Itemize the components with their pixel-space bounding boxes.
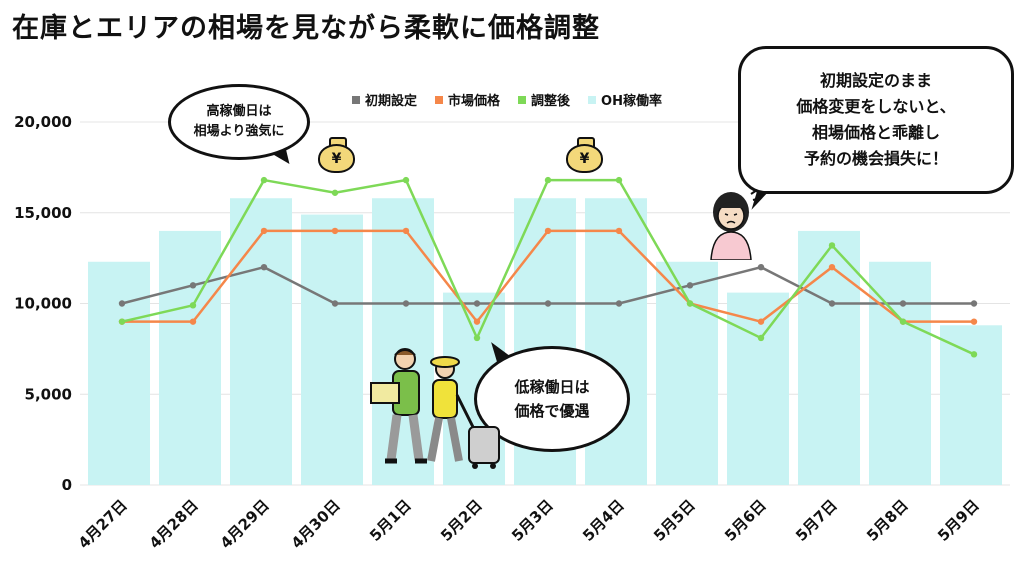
- data-point: [615, 227, 623, 235]
- speech-bubble-high-demand: 高稼働日は 相場より強気に: [168, 84, 310, 160]
- legend-swatch-adjusted: [518, 95, 527, 104]
- y-tick-label: 10,000: [14, 295, 72, 313]
- data-point: [899, 300, 907, 307]
- y-tick-label: 20,000: [14, 113, 72, 131]
- x-tick-label: 5月2日: [437, 496, 486, 545]
- data-point: [970, 300, 978, 307]
- data-point: [118, 318, 126, 325]
- legend-label-adjusted: 調整後: [531, 94, 571, 109]
- legend-swatch-occupancy: [588, 95, 597, 104]
- bar: [798, 230, 860, 485]
- data-point: [402, 176, 410, 184]
- data-point: [189, 302, 197, 309]
- legend-item-adjusted: 調整後: [518, 90, 570, 109]
- data-point: [189, 318, 197, 325]
- data-point: [544, 176, 552, 184]
- data-point: [473, 300, 481, 307]
- bar: [301, 214, 363, 485]
- speech-bubble-warning: 初期設定のまま 価格変更をしないと、 相場価格と乖離し 予約の機会損失に！: [738, 46, 1014, 194]
- data-point: [828, 300, 836, 307]
- legend-label-initial: 初期設定: [365, 94, 418, 109]
- data-point: [544, 300, 552, 307]
- data-point: [473, 318, 481, 325]
- legend: 初期設定 市場価格 調整後 OH稼働率: [352, 90, 662, 109]
- data-point: [189, 282, 197, 289]
- data-point: [260, 227, 268, 235]
- legend-label-occupancy: OH稼働率: [601, 94, 662, 109]
- data-point: [828, 242, 836, 249]
- data-point: [331, 227, 339, 235]
- x-tick-label: 5月1日: [366, 496, 415, 545]
- bar: [656, 261, 718, 485]
- data-point: [757, 318, 765, 325]
- data-point: [402, 227, 410, 235]
- bar: [940, 325, 1002, 485]
- data-point: [615, 176, 623, 184]
- yen-symbol: ¥: [318, 144, 355, 173]
- legend-swatch-initial: [352, 95, 360, 104]
- x-tick-label: 5月8日: [863, 496, 912, 545]
- bar: [869, 261, 931, 485]
- data-point: [757, 264, 765, 271]
- data-point: [260, 264, 268, 271]
- legend-swatch-market: [435, 95, 444, 104]
- data-point: [757, 334, 765, 342]
- data-point: [473, 334, 481, 342]
- data-point: [118, 300, 126, 307]
- yen-symbol: ¥: [566, 144, 603, 173]
- data-point: [970, 351, 978, 358]
- legend-label-market: 市場価格: [448, 94, 501, 109]
- data-point: [828, 264, 836, 271]
- x-tick-label: 5月5日: [650, 496, 699, 545]
- data-point: [686, 300, 694, 307]
- legend-item-occupancy: OH稼働率: [588, 90, 662, 109]
- bar: [230, 198, 292, 486]
- y-tick-label: 5,000: [25, 385, 72, 403]
- money-bag-icon: ¥: [566, 137, 603, 173]
- data-point: [970, 318, 978, 325]
- y-tick-label: 15,000: [14, 204, 72, 222]
- bubble-text-high-demand: 高稼働日は 相場より強気に: [193, 104, 285, 139]
- chart-title: 在庫とエリアの相場を見ながら柔軟に価格調整: [12, 13, 600, 44]
- bubble-text-warning: 初期設定のまま 価格変更をしないと、 相場価格と乖離し 予約の機会損失に！: [796, 71, 956, 168]
- x-tick-label: 5月7日: [792, 496, 841, 545]
- x-tick-label: 5月4日: [579, 496, 628, 545]
- y-tick-label: 0: [62, 476, 72, 494]
- bar: [727, 292, 789, 485]
- data-point: [899, 318, 907, 325]
- bar: [159, 230, 221, 485]
- data-point: [331, 300, 339, 307]
- data-point: [260, 176, 268, 184]
- x-tick-label: 4月30日: [288, 496, 344, 552]
- legend-item-initial: 初期設定: [352, 90, 417, 109]
- x-tick-label: 5月6日: [721, 496, 770, 545]
- worried-woman-illustration: [710, 189, 762, 260]
- x-tick-label: 4月29日: [217, 496, 273, 552]
- data-point: [331, 189, 339, 196]
- travelers-illustration: [370, 348, 500, 469]
- x-tick-label: 5月3日: [508, 496, 557, 545]
- x-tick-label: 5月9日: [934, 496, 983, 545]
- data-point: [402, 300, 410, 307]
- money-bag-icon: ¥: [318, 137, 355, 173]
- bubble-text-low-demand: 低稼働日は 価格で優遇: [514, 378, 590, 420]
- bar: [372, 198, 434, 486]
- x-tick-label: 4月27日: [75, 496, 131, 552]
- x-tick-label: 4月28日: [146, 496, 202, 552]
- data-point: [615, 300, 623, 307]
- data-point: [544, 227, 552, 235]
- data-point: [686, 282, 694, 289]
- bar: [88, 261, 150, 485]
- legend-item-market: 市場価格: [435, 90, 500, 109]
